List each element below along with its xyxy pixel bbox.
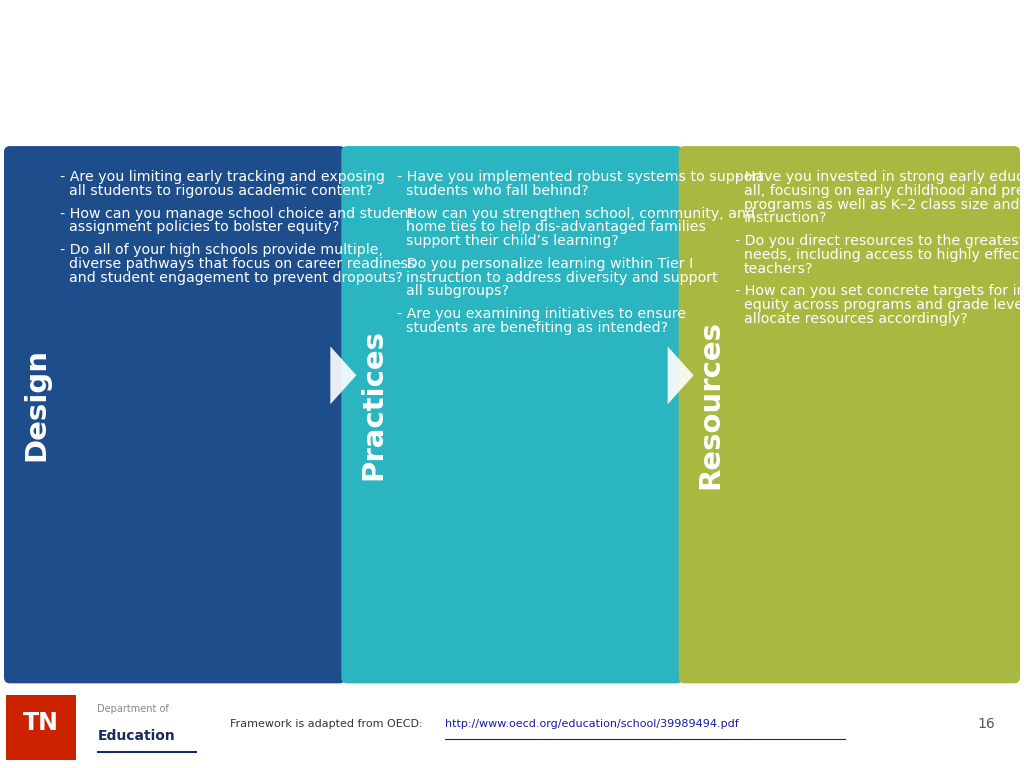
FancyBboxPatch shape <box>4 146 345 684</box>
Text: Specifics: Specifics <box>23 97 183 127</box>
Text: Education: Education <box>97 729 175 743</box>
Text: 16: 16 <box>978 717 995 730</box>
Text: all students to rigorous academic content?: all students to rigorous academic conten… <box>69 184 373 198</box>
Text: and student engagement to prevent dropouts?: and student engagement to prevent dropou… <box>69 270 403 285</box>
Text: - Do you direct resources to the greatest student: - Do you direct resources to the greates… <box>734 234 1024 248</box>
Text: - Have you invested in strong early education for: - Have you invested in strong early educ… <box>734 170 1024 184</box>
Polygon shape <box>331 346 356 404</box>
Text: Practices: Practices <box>359 329 387 480</box>
Text: needs, including access to highly effective: needs, including access to highly effect… <box>743 248 1024 262</box>
Text: home ties to help dis-advantaged families: home ties to help dis-advantaged familie… <box>407 220 707 234</box>
Text: TN: TN <box>23 711 59 735</box>
Text: students are benefiting as intended?: students are benefiting as intended? <box>407 321 669 335</box>
Text: students who fall behind?: students who fall behind? <box>407 184 589 198</box>
Text: instruction?: instruction? <box>743 211 827 225</box>
Text: all subgroups?: all subgroups? <box>407 284 509 299</box>
FancyBboxPatch shape <box>6 696 76 760</box>
Text: instruction to address diversity and support: instruction to address diversity and sup… <box>407 270 718 285</box>
Text: Resources: Resources <box>696 319 725 488</box>
Text: support their child’s learning?: support their child’s learning? <box>407 234 620 248</box>
Text: diverse pathways that focus on career readiness: diverse pathways that focus on career re… <box>69 257 416 271</box>
Text: - Do you personalize learning within Tier I: - Do you personalize learning within Tie… <box>397 257 693 271</box>
Text: equity across programs and grade levels, then: equity across programs and grade levels,… <box>743 298 1024 313</box>
Text: - Have you implemented robust systems to support: - Have you implemented robust systems to… <box>397 170 764 184</box>
Text: Department of: Department of <box>97 704 169 714</box>
FancyBboxPatch shape <box>341 146 683 684</box>
Text: - Are you examining initiatives to ensure: - Are you examining initiatives to ensur… <box>397 307 686 321</box>
Text: - Do all of your high schools provide multiple,: - Do all of your high schools provide mu… <box>60 243 383 257</box>
Text: A Framework for Examining Equity –: A Framework for Examining Equity – <box>23 31 674 62</box>
Text: Framework is adapted from OECD:: Framework is adapted from OECD: <box>230 719 427 729</box>
Text: - How can you strengthen school, community, and: - How can you strengthen school, communi… <box>397 207 756 220</box>
Text: Design: Design <box>22 348 50 461</box>
Text: all, focusing on early childhood and pre-K: all, focusing on early childhood and pre… <box>743 184 1024 198</box>
Polygon shape <box>668 346 693 404</box>
Text: assignment policies to bolster equity?: assignment policies to bolster equity? <box>69 220 339 234</box>
Text: allocate resources accordingly?: allocate resources accordingly? <box>743 312 968 326</box>
Text: teachers?: teachers? <box>743 262 813 276</box>
Text: http://www.oecd.org/education/school/39989494.pdf: http://www.oecd.org/education/school/399… <box>445 719 739 729</box>
Text: - Are you limiting early tracking and exposing: - Are you limiting early tracking and ex… <box>60 170 385 184</box>
Text: - How can you manage school choice and student: - How can you manage school choice and s… <box>60 207 414 220</box>
Text: - How can you set concrete targets for increasing: - How can you set concrete targets for i… <box>734 284 1024 299</box>
FancyBboxPatch shape <box>679 146 1020 684</box>
Text: programs as well as K–2 class size and: programs as well as K–2 class size and <box>743 197 1019 212</box>
